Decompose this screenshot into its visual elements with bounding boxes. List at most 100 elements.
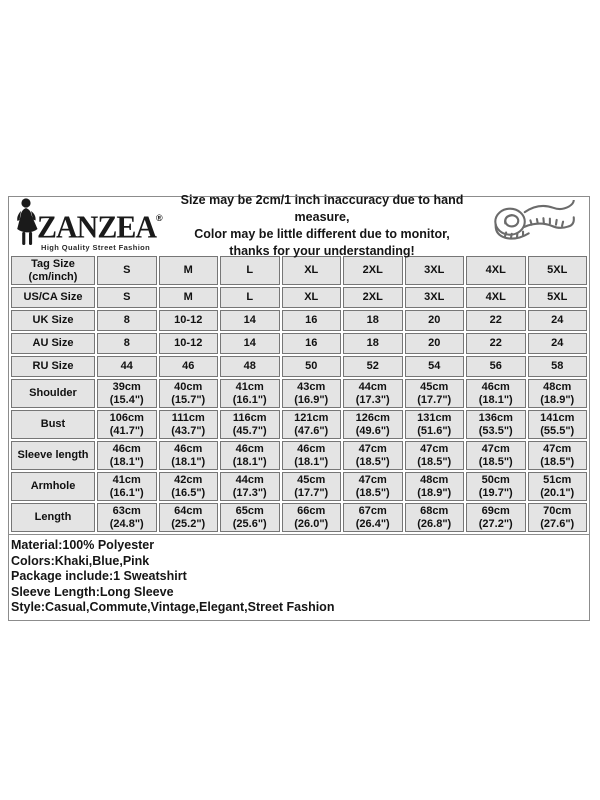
size-cell: 46cm (18.1") (220, 441, 280, 470)
size-row-label: RU Size (11, 356, 95, 377)
size-cell: 47cm (18.5") (343, 472, 403, 501)
size-table-row: Shoulder 39cm (15.4") 40cm (15.7") 41cm (16… (11, 379, 587, 408)
registered-mark: ® (156, 213, 163, 223)
size-cell: 131cm (51.6") (404, 410, 464, 439)
size-table-row: UK Size 8 10-12 14 16 18 20 22 24 (11, 310, 587, 331)
note-line: Sleeve Length:Long Sleeve (11, 584, 174, 599)
size-cell: 45cm (17.7") (281, 472, 341, 501)
brand-tagline: High Quality Street Fashion (41, 243, 151, 252)
size-cell: 141cm (55.5") (527, 410, 587, 439)
size-cell: 47cm (18.5") (404, 441, 464, 470)
size-cell: 58 (527, 356, 587, 377)
size-cell: 41cm (16.1") (97, 472, 157, 501)
size-cell: 48cm (18.9") (527, 379, 587, 408)
product-notes: Material:100% Polyester Colors:Khaki,Blue… (9, 534, 589, 620)
size-cell: 48cm (18.9") (404, 472, 464, 501)
size-cell: 5XL (527, 256, 587, 285)
size-row-label: Length (11, 503, 95, 532)
size-table-row: Tag Size (cm/inch) S M L XL 2XL 3XL 4XL 5XL (11, 256, 587, 285)
size-row-label: Bust (11, 410, 95, 439)
size-cell: 3XL (404, 287, 464, 308)
size-cell: S (97, 256, 157, 285)
size-cell: 43cm (16.9") (281, 379, 341, 408)
size-cell: 63cm (24.8") (97, 503, 157, 532)
size-cell: 52 (343, 356, 403, 377)
size-cell: 44cm (17.3") (220, 472, 280, 501)
size-cell: 45cm (17.7") (404, 379, 464, 408)
note-line: Colors:Khaki,Blue,Pink (11, 553, 150, 568)
size-cell: 47cm (18.5") (466, 441, 526, 470)
size-chart-sheet: ZANZEA® High Quality Street Fashion Size… (8, 193, 590, 621)
size-cell: 116cm (45.7") (220, 410, 280, 439)
size-cell: XL (281, 287, 341, 308)
size-row-label: UK Size (11, 310, 95, 331)
size-cell: 3XL (404, 256, 464, 285)
size-row-label: US/CA Size (11, 287, 95, 308)
size-cell: 24 (527, 333, 587, 354)
size-cell: 46cm (18.1") (97, 441, 157, 470)
tape-measure-icon (481, 199, 585, 252)
notice-line-3: thanks for your understanding! (229, 243, 415, 258)
notice-line-1: Size may be 2cm/1 inch inaccuracy due to… (180, 192, 464, 224)
size-cell: 46cm (18.1") (281, 441, 341, 470)
size-cell: 121cm (47.6") (281, 410, 341, 439)
note-line: Style:Casual,Commute,Vintage,Elegant,Str… (11, 600, 335, 614)
note-line: Package include:1 Sweatshirt (11, 569, 187, 583)
size-row-label: Tag Size (cm/inch) (11, 256, 95, 285)
size-cell: 8 (97, 333, 157, 354)
size-cell: L (220, 287, 280, 308)
size-cell: 50cm (19.7") (466, 472, 526, 501)
size-cell: 39cm (15.4") (97, 379, 157, 408)
note-line: Material:100% Polyester (11, 538, 155, 552)
size-cell: 66cm (26.0") (281, 503, 341, 532)
notice-line-2: Color may be little different due to mon… (194, 226, 450, 241)
size-cell: 40cm (15.7") (158, 379, 218, 408)
size-cell: 48 (220, 356, 280, 377)
size-cell: 44 (97, 356, 157, 377)
size-cell: XL (281, 256, 341, 285)
size-cell: S (97, 287, 157, 308)
size-cell: 67cm (26.4") (343, 503, 403, 532)
size-table-row: Length 63cm (24.8") 64cm (25.2") 65cm (25.6… (11, 503, 587, 532)
size-row-label: Sleeve length (11, 441, 95, 470)
size-cell: 2XL (343, 256, 403, 285)
size-cell: 68cm (26.8") (404, 503, 464, 532)
size-cell: 51cm (20.1") (527, 472, 587, 501)
brand-logo: ZANZEA® High Quality Street Fashion (13, 197, 163, 254)
size-cell: 42cm (16.5") (158, 472, 218, 501)
size-row-label: Shoulder (11, 379, 95, 408)
size-cell: 111cm (43.7") (158, 410, 218, 439)
size-cell: 5XL (527, 287, 587, 308)
size-chart-table: Tag Size (cm/inch) S M L XL 2XL 3XL 4XL 5XL US/CA… (9, 254, 589, 534)
size-cell: 106cm (41.7") (97, 410, 157, 439)
size-table-row: AU Size 8 10-12 14 16 18 20 22 24 (11, 333, 587, 354)
size-row-label: Armhole (11, 472, 95, 501)
size-cell: 22 (466, 310, 526, 331)
size-cell: 10-12 (158, 333, 218, 354)
size-cell: 46 (158, 356, 218, 377)
size-cell: 47cm (18.5") (343, 441, 403, 470)
size-cell: 20 (404, 310, 464, 331)
size-cell: M (158, 287, 218, 308)
brand-text: ZANZEA® High Quality Street Fashion (37, 212, 163, 254)
size-cell: 18 (343, 310, 403, 331)
size-cell: 20 (404, 333, 464, 354)
size-cell: 16 (281, 310, 341, 331)
size-cell: 10-12 (158, 310, 218, 331)
size-cell: 126cm (49.6") (343, 410, 403, 439)
size-cell: 46cm (18.1") (158, 441, 218, 470)
size-notice: Size may be 2cm/1 inch inaccuracy due to… (163, 192, 481, 260)
size-cell: 65cm (25.6") (220, 503, 280, 532)
size-cell: 18 (343, 333, 403, 354)
size-cell: 2XL (343, 287, 403, 308)
size-cell: 16 (281, 333, 341, 354)
size-cell: 14 (220, 310, 280, 331)
size-cell: 14 (220, 333, 280, 354)
size-table-row: Sleeve length 46cm (18.1") 46cm (18.1") 46c… (11, 441, 587, 470)
size-cell: 4XL (466, 256, 526, 285)
size-cell: L (220, 256, 280, 285)
size-table-row: Bust 106cm (41.7") 111cm (43.7") 116cm (45.… (11, 410, 587, 439)
size-cell: 24 (527, 310, 587, 331)
size-table-row: Armhole 41cm (16.1") 42cm (16.5") 44cm (17.… (11, 472, 587, 501)
size-cell: 8 (97, 310, 157, 331)
